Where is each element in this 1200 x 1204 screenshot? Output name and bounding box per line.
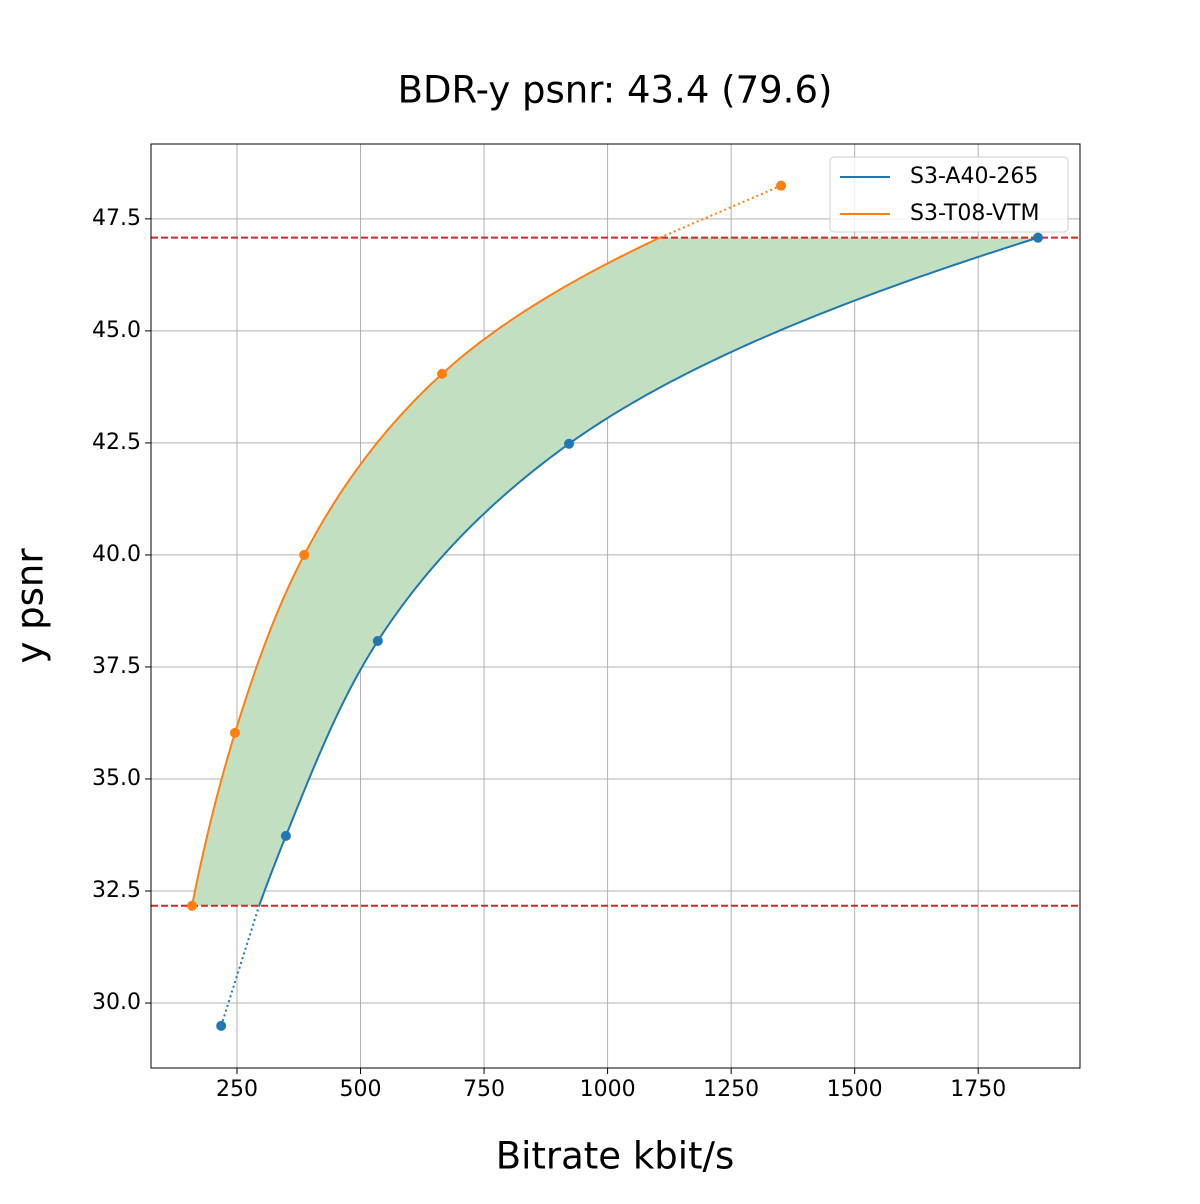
bd-area <box>192 237 1038 906</box>
fit-curve <box>191 236 661 906</box>
point <box>280 830 291 841</box>
x-tick-label: 500 <box>340 1077 382 1102</box>
point <box>1032 232 1043 243</box>
fit-curve <box>258 236 1039 907</box>
point <box>299 549 310 560</box>
y-tick-label: 37.5 <box>92 654 141 679</box>
y-tick-label: 47.5 <box>92 206 141 231</box>
point <box>216 1020 227 1031</box>
y-tick-label: 32.5 <box>92 878 141 903</box>
y-tick-label: 30.0 <box>92 990 141 1015</box>
y-tick-label: 40.0 <box>92 542 141 567</box>
legend-label: S3-T08-VTM <box>910 201 1039 226</box>
y-tick-label: 35.0 <box>92 766 141 791</box>
y-axis-label: y psnr <box>9 548 52 664</box>
extension <box>220 905 261 1027</box>
point <box>564 438 575 449</box>
y-tick-label: 45.0 <box>92 318 141 343</box>
point <box>230 727 241 738</box>
x-tick-label: 1000 <box>580 1077 636 1102</box>
legend-label: S3-A40-265 <box>910 164 1038 189</box>
x-tick-label: 250 <box>216 1077 258 1102</box>
point <box>437 368 448 379</box>
chart-title: BDR-y psnr: 43.4 (79.6) <box>398 69 833 112</box>
point <box>187 900 198 911</box>
x-tick-label: 1250 <box>703 1077 759 1102</box>
point <box>372 635 383 646</box>
x-tick-label: 750 <box>463 1077 505 1102</box>
plot-frame <box>150 143 1081 1069</box>
x-tick-label: 1500 <box>827 1077 883 1102</box>
x-tick-label: 1750 <box>950 1077 1006 1102</box>
point <box>776 180 787 191</box>
y-tick-label: 42.5 <box>92 430 141 455</box>
extension <box>659 184 782 239</box>
x-axis-label: Bitrate kbit/s <box>496 1135 735 1178</box>
